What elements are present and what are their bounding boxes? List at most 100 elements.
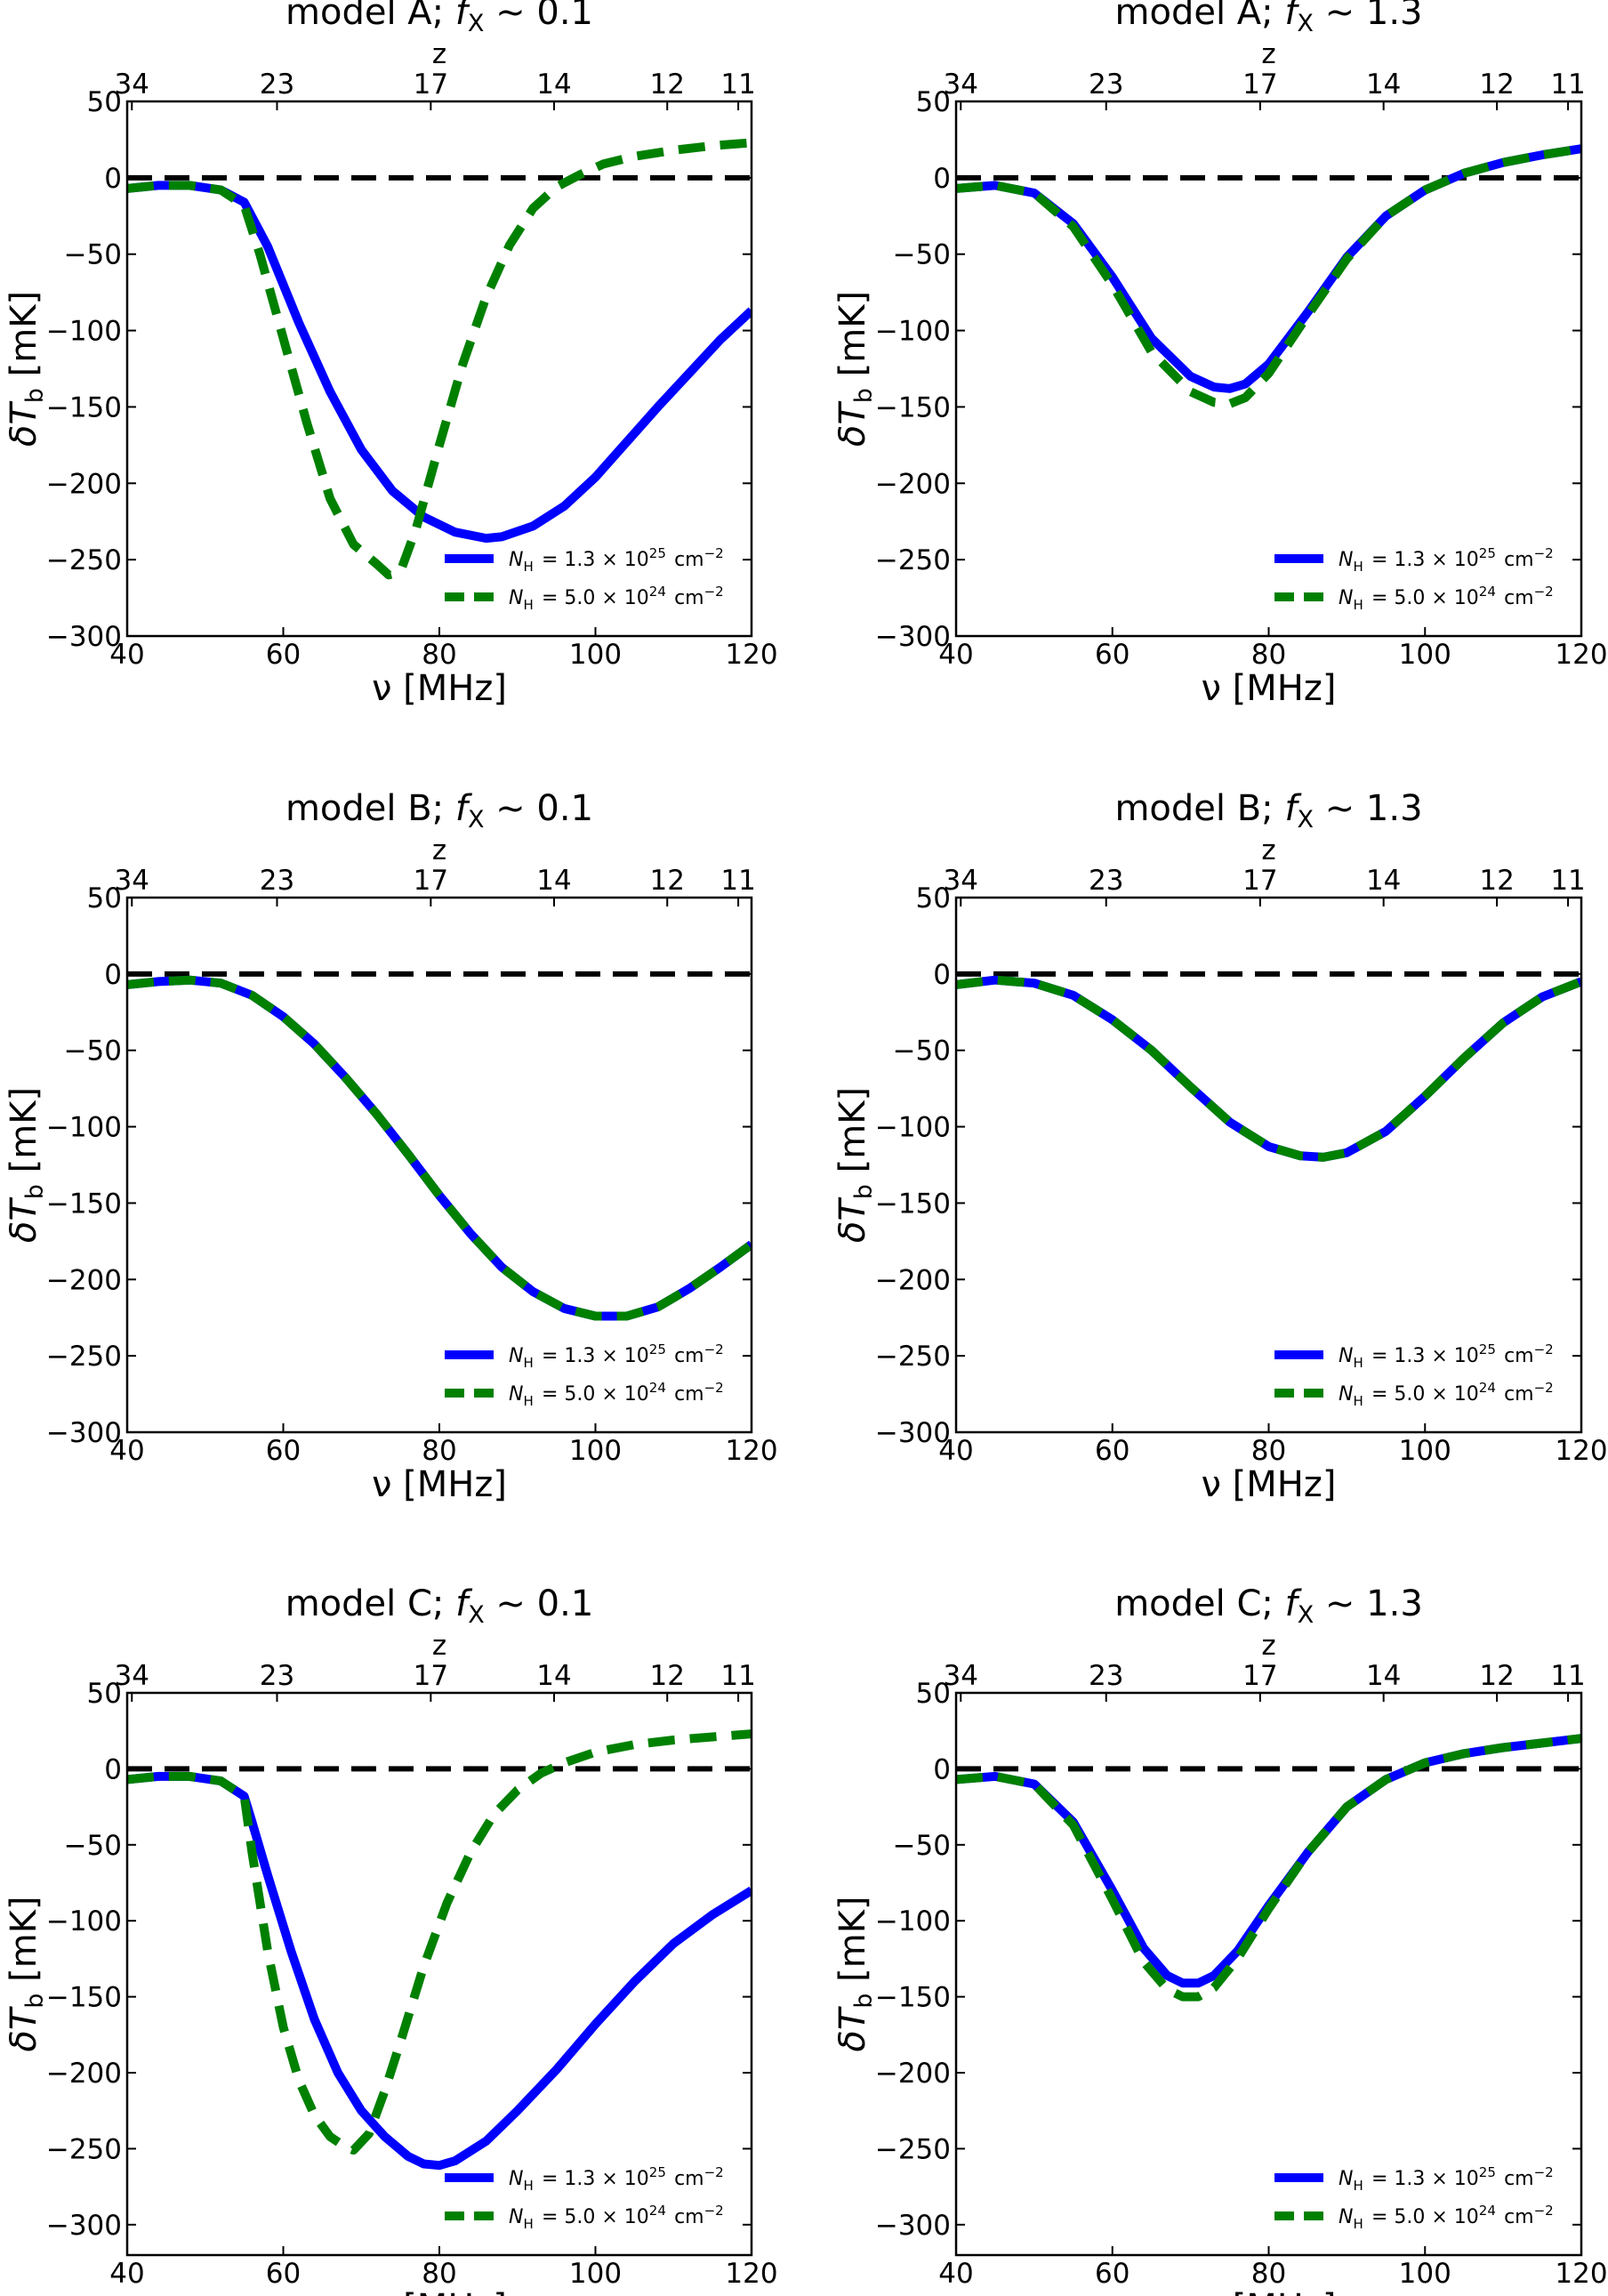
top-tick-label: 12 [1479, 68, 1514, 101]
top-tick-label: 14 [536, 865, 571, 897]
x-tick-label: 40 [938, 1435, 973, 1467]
legend-label-2: NH = 5.0 × 1024 cm−2 [1339, 1380, 1556, 1409]
y-tick-label: 0 [933, 1753, 951, 1785]
top-tick-label: 34 [944, 68, 978, 101]
x-axis-label: ν [MHz] [1202, 1464, 1337, 1505]
y-tick-label: 0 [933, 959, 951, 991]
y-tick-label: −300 [46, 621, 122, 653]
x-tick-label: 60 [266, 2258, 301, 2290]
top-tick-label: 11 [1550, 1660, 1585, 1692]
y-tick-label: 50 [87, 1678, 122, 1710]
y-axis-label: δTb [mK] [4, 291, 49, 447]
x-tick-label: 120 [725, 1435, 777, 1467]
y-tick-label: 50 [916, 86, 951, 118]
y-tick-label: −100 [46, 1112, 122, 1144]
series-line-1 [127, 975, 752, 1321]
top-tick-label: 14 [1366, 68, 1401, 101]
legend-label-2: NH = 5.0 × 1024 cm−2 [509, 2203, 726, 2232]
y-tick-label: −150 [875, 391, 951, 423]
x-tick-label: 120 [725, 639, 777, 671]
y-tick-label: −50 [64, 1035, 122, 1067]
x-tick-label: 80 [1251, 1435, 1286, 1467]
chart-title: model B; fX ~ 0.1 [285, 788, 593, 834]
x-axis-label: ν [MHz] [1202, 668, 1337, 709]
top-tick-label: 17 [1242, 865, 1277, 897]
top-tick-label: 17 [414, 68, 448, 101]
top-tick-label: 34 [944, 1660, 978, 1692]
y-tick-label: −250 [46, 2133, 122, 2165]
series-line-2 [127, 1729, 752, 2155]
y-axis-label: δTb [mK] [832, 1087, 878, 1243]
y-tick-label: −200 [46, 1264, 122, 1296]
x-tick-label: 60 [266, 1435, 301, 1467]
legend-label-1: NH = 1.3 × 1025 cm−2 [509, 1341, 726, 1371]
x-tick-label: 40 [938, 639, 973, 671]
series-line-1 [127, 1771, 752, 2171]
x-tick-label: 120 [1555, 2258, 1607, 2290]
y-tick-label: −150 [875, 1982, 951, 2014]
series-line-1 [956, 144, 1581, 393]
y-tick-label: 50 [87, 86, 122, 118]
x-axis-label: ν [MHz] [372, 2287, 507, 2296]
top-tick-label: 12 [650, 865, 685, 897]
x-tick-label: 80 [422, 639, 456, 671]
x-tick-label: 60 [1095, 1435, 1130, 1467]
top-tick-label: 34 [115, 1660, 149, 1692]
y-tick-label: −250 [46, 544, 122, 576]
top-tick-label: 23 [260, 865, 294, 897]
y-tick-label: −300 [875, 621, 951, 653]
top-tick-label: 23 [1089, 1660, 1123, 1692]
top-tick-label: 17 [1242, 68, 1277, 101]
top-tick-label: 17 [1242, 1660, 1277, 1692]
top-axis-label: z [1261, 1630, 1275, 1662]
y-axis-label: δTb [mK] [4, 1087, 49, 1243]
series-line-2 [956, 144, 1581, 408]
top-tick-label: 34 [115, 865, 149, 897]
series-line-2 [956, 975, 1581, 1162]
legend-label-1: NH = 1.3 × 1025 cm−2 [509, 545, 726, 575]
y-tick-label: −200 [875, 1264, 951, 1296]
series-line-2 [127, 138, 752, 580]
legend-label-2: NH = 5.0 × 1024 cm−2 [509, 584, 726, 613]
x-axis-label: ν [MHz] [1202, 2287, 1337, 2296]
x-tick-label: 40 [938, 2258, 973, 2290]
legend-label-1: NH = 1.3 × 1025 cm−2 [1339, 2164, 1556, 2194]
top-tick-label: 11 [1550, 68, 1585, 101]
legend-label-2: NH = 5.0 × 1024 cm−2 [509, 1380, 726, 1409]
y-tick-label: −100 [46, 316, 122, 348]
series-line-1 [956, 1734, 1581, 1988]
top-tick-label: 12 [650, 1660, 685, 1692]
y-tick-label: −250 [875, 2133, 951, 2165]
y-tick-label: −250 [875, 544, 951, 576]
y-tick-label: −50 [893, 1830, 951, 1862]
x-tick-label: 100 [1399, 639, 1451, 671]
x-tick-label: 80 [1251, 639, 1286, 671]
series-line-2 [956, 1734, 1581, 2002]
chart-panel-6: 50 0 −50 −100 −150 −200 −250 −300 40 60 80 100 120 34… [832, 1583, 1608, 2296]
y-tick-label: −100 [875, 1112, 951, 1144]
x-tick-label: 100 [569, 2258, 622, 2290]
y-tick-label: −50 [893, 239, 951, 271]
chart-title: model C; fX ~ 0.1 [285, 1583, 594, 1629]
top-axis-label: z [432, 834, 446, 866]
x-tick-label: 80 [422, 2258, 456, 2290]
y-tick-label: −150 [875, 1188, 951, 1220]
top-tick-label: 12 [1479, 1660, 1514, 1692]
y-tick-label: −50 [64, 1830, 122, 1862]
top-tick-label: 14 [1366, 1660, 1401, 1692]
y-tick-label: −300 [875, 2210, 951, 2242]
y-tick-label: 50 [916, 882, 951, 914]
y-tick-label: −300 [46, 2210, 122, 2242]
y-tick-label: −200 [875, 468, 951, 500]
y-tick-label: −300 [875, 1417, 951, 1449]
x-tick-label: 100 [1399, 2258, 1451, 2290]
chart-title: model A; fX ~ 1.3 [1115, 0, 1423, 37]
top-tick-label: 12 [1479, 865, 1514, 897]
y-tick-label: −250 [875, 1341, 951, 1373]
top-tick-label: 11 [720, 865, 755, 897]
top-tick-label: 34 [944, 865, 978, 897]
